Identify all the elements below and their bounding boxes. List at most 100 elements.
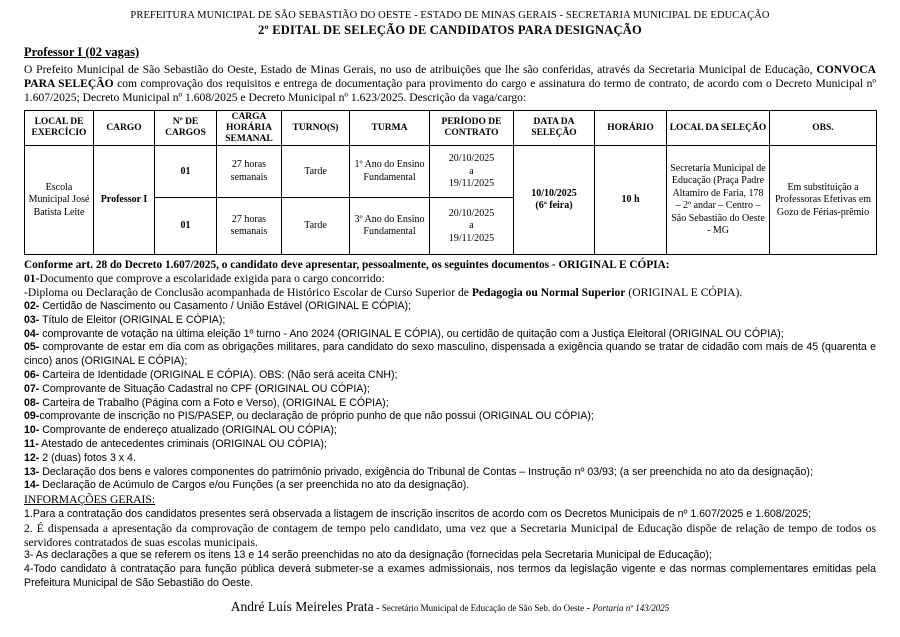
- item-prefix: 14-: [24, 479, 40, 492]
- cell-carga-horaria: 27 horas semanais: [216, 197, 282, 256]
- item-prefix: 12-: [24, 451, 40, 464]
- item-text: Comprovante de endereço atualizado (ORIG…: [39, 424, 337, 437]
- item-prefix: 06-: [24, 369, 40, 382]
- item-prefix: 03-: [24, 313, 40, 326]
- col-header-cargo: CARGO: [93, 109, 155, 147]
- intro-paragraph: O Prefeito Municipal de São Sebastião do…: [24, 63, 876, 105]
- item-text: Atestado de antecedentes criminais (ORIG…: [38, 438, 327, 451]
- document-item-11: 11- Atestado de antecedentes criminais (…: [24, 438, 876, 452]
- document-item-09: 09-comprovante de inscrição no PIS/PASEP…: [24, 410, 876, 424]
- col-header-local-exercicio: LOCAL DE EXERCÍCIO: [24, 109, 94, 147]
- item-text: comprovante de estar em dia com as obrig…: [24, 341, 876, 368]
- item-prefix: 01-: [24, 272, 40, 286]
- info-item-1: 1.Para a contratação dos candidatos pres…: [24, 508, 812, 521]
- page-header: PREFEITURA MUNICIPAL DE SÃO SEBASTIÃO DO…: [24, 10, 876, 38]
- cell-num-cargos: 01: [154, 197, 217, 256]
- document-item-06: 06- Carteira de Identidade (ORIGINAL E C…: [24, 369, 876, 383]
- document-item-05: 05- comprovante de estar em dia com as o…: [24, 341, 876, 369]
- cell-data-selecao: 10/10/2025 (6ª feira): [513, 145, 595, 256]
- item-text: Declaração de Acúmulo de Cargos e/ou Fun…: [39, 479, 470, 492]
- cell-turma: 1º Ano do Ensino Fundamental: [349, 145, 430, 199]
- item-prefix: 07-: [24, 382, 40, 395]
- col-header-num-cargos: Nº DE CARGOS: [154, 109, 217, 147]
- item-text: Certidão de Nascimento ou Casamento / Un…: [39, 300, 412, 313]
- item-text: comprovante de inscrição no PIS/PASEP, o…: [39, 410, 594, 423]
- table-row: 01 27 horas semanais Tarde 3º Ano do Ens…: [25, 197, 877, 256]
- cell-periodo-contrato: 20/10/2025 a 19/11/2025: [429, 197, 514, 256]
- edital-title: 2º EDITAL DE SELEÇÃO DE CANDIDATOS PARA …: [258, 23, 642, 37]
- document-page: PREFEITURA MUNICIPAL DE SÃO SEBASTIÃO DO…: [24, 10, 877, 616]
- cell-turma: 3º Ano do Ensino Fundamental: [349, 197, 430, 256]
- general-info-section: INFORMAÇÕES GERAIS: 1.Para a contratação…: [24, 493, 876, 591]
- signature-separator: -: [584, 602, 593, 614]
- item-text: Título de Eleitor (ORIGINAL E CÓPIA);: [39, 313, 226, 326]
- signature-role: Secretário Municipal de Educação de São …: [381, 602, 585, 613]
- document-item-01: 01-Documento que comprove a escolaridade…: [24, 272, 876, 286]
- signature-line: André Luís Meireles Prata - Secretário M…: [24, 598, 876, 616]
- cell-turno: Tarde: [281, 145, 350, 199]
- cell-turno: Tarde: [281, 197, 350, 256]
- item-text: 2 (duas) fotos 3 x 4.: [39, 451, 136, 464]
- document-item-03: 03- Título de Eleitor (ORIGINAL E CÓPIA)…: [24, 314, 876, 328]
- table-row: Escola Municipal José Batista Leite Prof…: [24, 145, 877, 256]
- document-item-14: 14- Declaração de Acúmulo de Cargos e/ou…: [24, 479, 876, 493]
- item-prefix: 08-: [24, 396, 40, 409]
- cell-local-exercicio: Escola Municipal José Batista Leite: [24, 145, 94, 256]
- info-item-3: 3- As declarações a que se referem os it…: [24, 549, 712, 562]
- item-text: Carteira de Trabalho (Página com a Foto …: [39, 396, 389, 409]
- document-item-13: 13- Declaração dos bens e valores compon…: [24, 466, 876, 480]
- info-item-4: 4-Todo candidato à contratação para funç…: [24, 563, 876, 590]
- info-item-2: 2. É dispensada a apresentação da compro…: [24, 521, 876, 549]
- signature-name: André Luís Meireles Prata: [230, 598, 374, 614]
- col-header-turnos: TURNO(S): [281, 109, 350, 147]
- document-item-10: 10- Comprovante de endereço atualizado (…: [24, 424, 876, 438]
- item-text: Carteira de Identidade (ORIGINAL E CÓPIA…: [39, 369, 398, 382]
- section-title-row: Professor I (02 vagas): [24, 38, 876, 61]
- item-prefix: 02-: [24, 300, 40, 313]
- intro-bold-convoca: CONVOCA PARA SELEÇÃO: [24, 63, 876, 90]
- item-prefix: 04-: [24, 327, 40, 340]
- col-header-turma: TURMA: [349, 109, 430, 147]
- item-prefix: 05-: [24, 341, 40, 354]
- signature-portaria: Portaria nº 143/2025: [592, 602, 670, 613]
- section-title: Professor I (02 vagas): [24, 45, 140, 59]
- item-prefix: 10-: [24, 424, 40, 437]
- col-header-data-selecao: DATA DA SELEÇÃO: [513, 109, 595, 147]
- intro-text-after: com comprovação dos requisitos e entrega…: [24, 76, 876, 104]
- col-header-local-selecao: LOCAL DA SELEÇÃO: [666, 109, 770, 147]
- document-item-07: 07- Comprovante de Situação Cadastral no…: [24, 383, 876, 397]
- cell-periodo-contrato: 20/10/2025 a 19/11/2025: [429, 145, 514, 199]
- cell-num-cargos: 01: [154, 145, 217, 199]
- general-info-heading: INFORMAÇÕES GERAIS:: [24, 493, 156, 507]
- col-header-periodo-contrato: PERÍODO DE CONTRATO: [429, 109, 514, 147]
- documents-heading: Conforme art. 28 do Decreto 1.607/2025, …: [24, 259, 670, 272]
- col-header-obs: OBS.: [769, 109, 877, 147]
- item-prefix: 09-: [24, 410, 40, 423]
- document-item-02: 02- Certidão de Nascimento ou Casamento …: [24, 300, 876, 314]
- cell-cargo: Professor I: [93, 145, 155, 256]
- cell-local-selecao: Secretaria Municipal de Educação (Praça …: [666, 145, 770, 256]
- item-text: comprovante de votação na última eleição…: [39, 327, 784, 340]
- diploma-text-before: -Diploma ou Declaração de Conclusão acom…: [24, 286, 472, 300]
- item-text: Declaração dos bens e valores componente…: [39, 465, 813, 478]
- documents-section: Conforme art. 28 do Decreto 1.607/2025, …: [24, 258, 876, 493]
- item-text: Comprovante de Situação Cadastral no CPF…: [39, 382, 370, 395]
- item-prefix: 13-: [24, 465, 40, 478]
- item-prefix: 11-: [24, 438, 39, 451]
- diploma-text-after: (ORIGINAL E CÓPIA).: [625, 286, 743, 300]
- vacancy-table: LOCAL DE EXERCÍCIO CARGO Nº DE CARGOS CA…: [24, 109, 877, 256]
- document-item-diploma: -Diploma ou Declaração de Conclusão acom…: [24, 286, 876, 300]
- cell-obs: Em substituição a Professoras Efetivas e…: [769, 145, 877, 256]
- intro-text-before: O Prefeito Municipal de São Sebastião do…: [24, 63, 817, 76]
- document-item-08: 08- Carteira de Trabalho (Página com a F…: [24, 397, 876, 411]
- signature-separator: -: [373, 602, 382, 614]
- header-line-1: PREFEITURA MUNICIPAL DE SÃO SEBASTIÃO DO…: [130, 10, 770, 21]
- diploma-bold: Pedagogia ou Normal Superior: [471, 286, 626, 300]
- document-item-12: 12- 2 (duas) fotos 3 x 4.: [24, 452, 876, 466]
- col-header-horario: HORÁRIO: [594, 109, 667, 147]
- document-item-04: 04- comprovante de votação na última ele…: [24, 328, 876, 342]
- item-text: Documento que comprove a escolaridade ex…: [39, 272, 385, 286]
- col-header-carga-horaria: CARGA HORÁRIA SEMANAL: [216, 109, 282, 147]
- cell-carga-horaria: 27 horas semanais: [216, 145, 282, 199]
- cell-horario: 10 h: [594, 145, 667, 256]
